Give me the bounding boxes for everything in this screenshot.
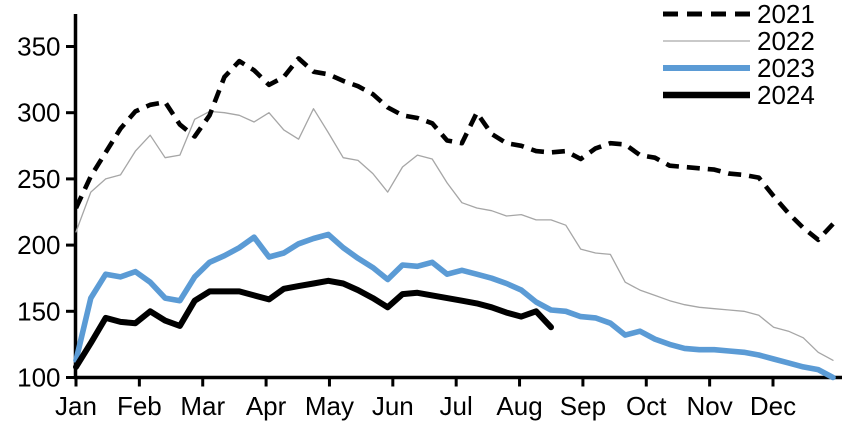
x-axis-label: May — [305, 391, 354, 421]
series-line-2023 — [73, 231, 836, 381]
x-axis-label: Nov — [687, 391, 733, 421]
y-axis-label: 300 — [17, 98, 60, 128]
y-axis-label: 200 — [17, 230, 60, 260]
x-axis-label: Feb — [117, 391, 162, 421]
x-axis-label: Jun — [372, 391, 414, 421]
legend-item-2022: 2022 — [663, 26, 815, 56]
legend-item-2021: 2021 — [663, 0, 815, 29]
legend-label-2021: 2021 — [757, 0, 815, 29]
series-line-2024 — [73, 277, 554, 370]
x-axis-label: Dec — [750, 391, 796, 421]
legend-label-2024: 2024 — [757, 80, 815, 110]
y-axis-label: 350 — [17, 32, 60, 62]
x-axis-label: Sep — [560, 391, 606, 421]
y-axis-label: 100 — [17, 363, 60, 393]
legend-item-2023: 2023 — [663, 53, 815, 83]
x-axis-label: Oct — [626, 391, 667, 421]
x-axis-label: Jul — [440, 391, 473, 421]
series-line-2021 — [73, 56, 835, 243]
x-axis-label: Apr — [246, 391, 287, 421]
x-axis-label: Jan — [55, 391, 97, 421]
legend-item-2024: 2024 — [663, 80, 815, 110]
y-axis-label: 150 — [17, 296, 60, 326]
legend-label-2022: 2022 — [757, 26, 815, 56]
series-line-2022 — [75, 108, 834, 361]
y-axis-label: 250 — [17, 164, 60, 194]
x-axis-label: Mar — [180, 391, 225, 421]
legend-label-2023: 2023 — [757, 53, 815, 83]
x-axis-label: Aug — [496, 391, 542, 421]
